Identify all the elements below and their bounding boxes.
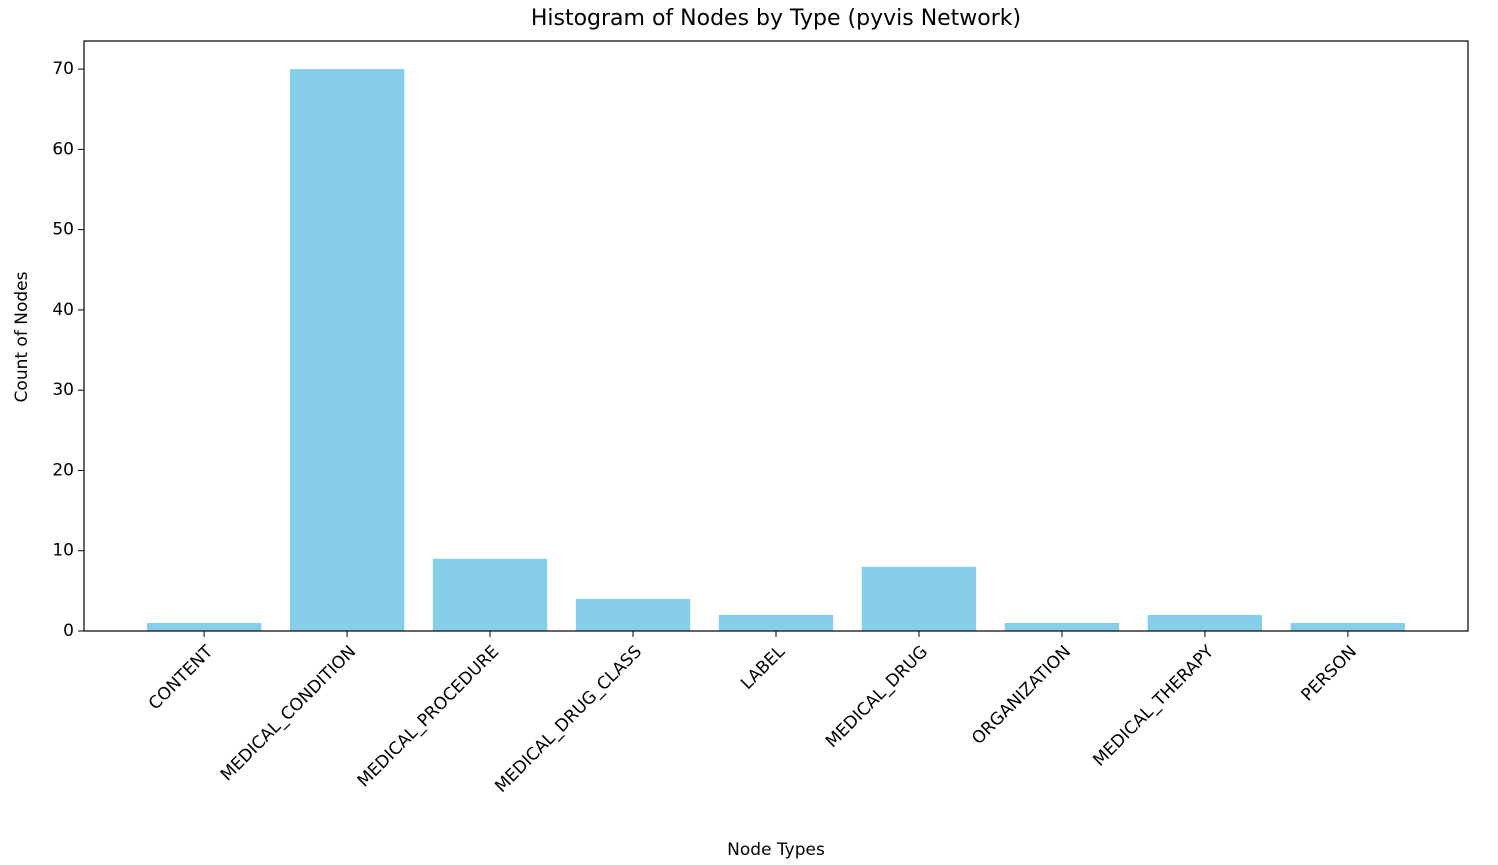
y-tick-label: 70	[52, 59, 74, 79]
x-axis-label: Node Types	[727, 840, 825, 860]
x-tick-label: ORGANIZATION	[968, 642, 1075, 749]
y-tick-label: 20	[52, 460, 74, 480]
bar	[575, 598, 691, 631]
y-tick-label: 10	[52, 541, 74, 561]
y-tick-label: 40	[52, 300, 74, 320]
y-tick-label: 60	[52, 139, 74, 159]
y-tick-label: 50	[52, 220, 74, 240]
bar	[1004, 622, 1120, 631]
y-tick-label: 30	[52, 380, 74, 400]
x-tick-label: PERSON	[1298, 642, 1361, 705]
bar	[1290, 622, 1406, 631]
x-tick-label: CONTENT	[145, 641, 218, 714]
y-axis-label: Count of Nodes	[12, 271, 32, 402]
bar	[718, 614, 834, 631]
bar	[146, 622, 262, 631]
x-tick-label: MEDICAL_DRUG	[822, 642, 932, 752]
x-tick-label: MEDICAL_PROCEDURE	[354, 642, 503, 791]
bar	[289, 69, 405, 632]
x-tick-label: LABEL	[737, 642, 789, 694]
x-tick-label: MEDICAL_CONDITION	[217, 642, 360, 785]
bar	[432, 558, 548, 631]
x-tick-label: MEDICAL_DRUG_CLASS	[491, 642, 646, 797]
bar	[1147, 614, 1263, 631]
x-tick-label: MEDICAL_THERAPY	[1089, 642, 1218, 771]
bar	[861, 566, 977, 631]
plot-frame	[83, 40, 1469, 632]
y-tick-label: 0	[63, 621, 74, 641]
chart-title: Histogram of Nodes by Type (pyvis Networ…	[531, 6, 1021, 31]
